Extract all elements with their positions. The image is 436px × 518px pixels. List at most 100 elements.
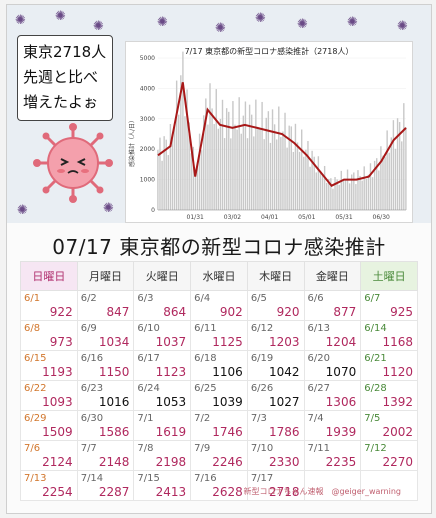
cell-count: 1150 <box>98 365 130 379</box>
daily-bar <box>223 138 226 210</box>
calendar-cell: 6/23 1016 <box>76 380 135 411</box>
cell-count: 2254 <box>42 485 73 499</box>
calendar-cell: 6/2 847 <box>76 290 135 321</box>
daily-bar <box>255 99 257 210</box>
daily-bar <box>230 138 232 210</box>
daily-bar <box>348 183 351 210</box>
cell-count: 1203 <box>268 335 300 349</box>
cell-count: 1193 <box>42 365 73 379</box>
daily-bar <box>284 112 286 210</box>
calendar-week-row: 7/13 2254 7/14 2287 7/15 2413 7/16 2628 7/17 2718 <box>20 470 418 501</box>
daily-bar <box>376 158 378 210</box>
daily-bar <box>296 142 299 210</box>
cell-date: 6/1 <box>24 293 41 304</box>
calendar-cell: 6/10 1037 <box>133 320 192 351</box>
daily-bar <box>161 160 163 210</box>
cell-count: 1120 <box>382 365 413 379</box>
calendar-cell: 6/15 1193 <box>20 350 78 381</box>
daily-bar <box>353 172 355 210</box>
cell-date: 7/12 <box>364 443 387 454</box>
daily-bar <box>259 128 261 210</box>
cell-date: 7/15 <box>137 473 160 484</box>
daily-bar <box>344 179 347 210</box>
calendar-cell <box>360 470 418 501</box>
daily-bar <box>401 141 403 210</box>
x-tick-label: 01/31 <box>187 214 204 221</box>
cell-date: 7/2 <box>194 413 211 424</box>
calendar-cell: 6/17 1123 <box>133 350 192 381</box>
x-tick-label: 03/02 <box>224 214 241 221</box>
daily-bar <box>219 118 222 210</box>
daily-bar <box>169 123 172 210</box>
cell-date: 6/19 <box>250 353 274 364</box>
cell-date: 6/2 <box>80 293 97 304</box>
cell-count: 1106 <box>212 365 243 379</box>
cell-date: 7/16 <box>194 473 217 484</box>
x-tick-label: 06/30 <box>373 214 390 221</box>
calendar-table: 日曜日 月曜日 火曜日 水曜日 木曜日 金曜日 土曜日 6/1 922 6/2 847 6/3 864… <box>20 261 418 501</box>
cell-date: 6/8 <box>24 323 41 334</box>
calendar-week-row: 6/15 1193 6/16 1150 6/17 1123 6/18 1106 6/19 1042… <box>20 350 418 381</box>
virus-icon: ✺ <box>15 13 26 28</box>
cell-count: 1093 <box>42 395 73 409</box>
daily-bar <box>242 115 245 210</box>
calendar-cell: 7/11 2235 <box>303 440 362 471</box>
cell-count: 864 <box>163 305 187 319</box>
daily-bar <box>328 178 330 210</box>
daily-bar <box>236 129 238 210</box>
calendar-cell: 7/8 2198 <box>133 440 192 471</box>
daily-bar <box>188 122 190 210</box>
page-title: 07/17 東京都の新型コロナ感染推計 <box>52 235 386 259</box>
cell-date: 7/11 <box>307 443 330 454</box>
calendar-cell: 7/6 2124 <box>20 440 78 471</box>
cell-count: 847 <box>106 305 130 319</box>
cell-count: 1204 <box>325 335 357 349</box>
calendar-cell: 6/4 902 <box>190 290 248 321</box>
cell-count: 1939 <box>325 425 357 439</box>
daily-bar <box>338 184 340 210</box>
cell-count: 1125 <box>212 335 243 349</box>
daily-bar <box>225 108 228 210</box>
daily-bar <box>271 109 274 210</box>
daily-bar <box>367 174 370 210</box>
callout-line: 増えたよぉ <box>23 93 99 111</box>
calendar-week-row: 6/1 922 6/2 847 6/3 864 6/4 902 6/5 920 6/6 877 6/7 9… <box>20 290 418 321</box>
calendar-week-row: 6/22 1093 6/23 1016 6/24 1053 6/25 1039 6/26 1027… <box>20 380 418 411</box>
cell-date: 6/7 <box>364 293 381 304</box>
x-tick-label: 05/31 <box>335 214 352 221</box>
daily-bar <box>405 127 407 210</box>
daily-bar <box>309 166 311 210</box>
cell-date: 6/21 <box>364 353 387 364</box>
calendar-cell: 6/30 1586 <box>76 410 135 441</box>
virus-mascot-icon <box>33 123 113 203</box>
daily-bar <box>280 137 282 210</box>
cell-date: 6/28 <box>364 383 387 394</box>
calendar-cell: 6/6 877 <box>303 290 362 321</box>
cell-count: 2124 <box>42 455 73 469</box>
daily-bar <box>244 101 247 210</box>
cell-count: 973 <box>49 335 73 349</box>
cell-date: 6/20 <box>307 353 330 364</box>
cell-count: 1027 <box>268 395 300 409</box>
cell-date: 6/17 <box>137 353 160 364</box>
daily-bar <box>192 146 195 210</box>
cell-date: 6/24 <box>137 383 160 394</box>
daily-bar <box>326 182 328 210</box>
cell-date: 7/17 <box>250 473 274 484</box>
cell-date: 6/4 <box>194 293 211 304</box>
daily-bar <box>286 147 288 210</box>
daily-bar <box>265 117 267 210</box>
calendar-cell: 7/13 2254 <box>20 470 78 501</box>
daily-bar <box>384 157 386 210</box>
calendar-week-row: 6/8 973 6/9 1034 6/10 1037 6/11 1125 6/12 1203 6/1… <box>20 320 418 351</box>
cell-count: 2628 <box>212 485 243 499</box>
daily-bar <box>215 89 217 210</box>
calendar-cell: 6/9 1034 <box>76 320 135 351</box>
cell-date: 6/14 <box>364 323 387 334</box>
calendar-cell: 7/5 2002 <box>360 410 418 441</box>
cell-count: 2198 <box>155 455 187 469</box>
cell-date: 7/13 <box>24 473 47 484</box>
daily-bar <box>282 131 284 210</box>
daily-bar <box>317 156 320 210</box>
cell-count: 1746 <box>212 425 243 439</box>
